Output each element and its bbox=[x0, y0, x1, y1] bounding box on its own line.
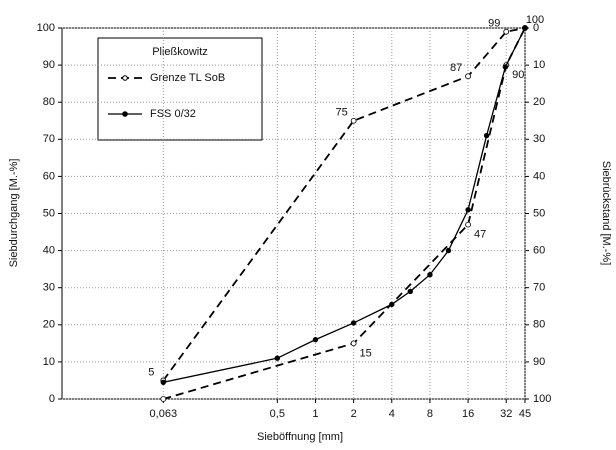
data-point bbox=[445, 247, 452, 254]
x-tick-label: 4 bbox=[389, 408, 395, 420]
x-tick-label: 0,5 bbox=[270, 408, 285, 420]
data-label: 47 bbox=[474, 229, 486, 241]
y2-tick-label: 20 bbox=[533, 96, 545, 108]
data-point bbox=[502, 64, 509, 70]
x-tick-label: 1 bbox=[312, 408, 318, 420]
series-line bbox=[163, 27, 526, 383]
y-tick-label: 60 bbox=[43, 170, 55, 182]
data-point bbox=[389, 301, 395, 308]
data-point bbox=[522, 25, 528, 31]
y-tick-label: 20 bbox=[43, 319, 55, 331]
legend-title: Pließkowitz bbox=[152, 46, 208, 58]
data-point bbox=[312, 336, 319, 343]
y2-tick-label: 70 bbox=[533, 282, 545, 294]
data-label: 5 bbox=[148, 366, 154, 378]
data-point bbox=[465, 221, 471, 228]
data-point bbox=[160, 396, 167, 402]
y-axis-label: Siebdurchgang [M.-%] bbox=[8, 159, 20, 268]
data-label: 15 bbox=[360, 347, 372, 359]
data-point bbox=[465, 207, 471, 213]
y-tick-label: 40 bbox=[43, 245, 55, 257]
y-tick-label: 100 bbox=[37, 22, 55, 34]
data-point bbox=[350, 340, 357, 347]
data-label: 75 bbox=[336, 107, 348, 119]
data-label: 99 bbox=[488, 18, 500, 30]
y2-axis-label: Siebrückstand [M.-%] bbox=[600, 161, 612, 266]
x-tick-label: 16 bbox=[462, 408, 474, 420]
y-tick-label: 70 bbox=[43, 133, 55, 145]
y-tick-label: 90 bbox=[43, 59, 55, 71]
y2-tick-label: 100 bbox=[533, 393, 551, 405]
data-point bbox=[483, 132, 490, 139]
y-tick-label: 0 bbox=[49, 393, 55, 405]
data-label: 87 bbox=[450, 62, 462, 74]
y2-tick-label: 40 bbox=[533, 170, 545, 182]
x-tick-label: 2 bbox=[351, 408, 357, 420]
y2-tick-label: 90 bbox=[533, 356, 545, 368]
y2-tick-label: 0 bbox=[533, 22, 539, 34]
y2-tick-label: 30 bbox=[533, 133, 545, 145]
y-tick-label: 10 bbox=[43, 356, 55, 368]
data-point bbox=[407, 288, 413, 295]
data-point bbox=[465, 73, 471, 80]
y2-tick-label: 80 bbox=[533, 319, 545, 331]
y2-tick-label: 50 bbox=[533, 207, 545, 219]
y2-tick-label: 60 bbox=[533, 245, 545, 257]
x-tick-label: 32 bbox=[500, 408, 512, 420]
y-tick-label: 80 bbox=[43, 96, 55, 108]
legend-marker bbox=[122, 75, 128, 81]
data-point bbox=[427, 272, 433, 278]
data-label: 90 bbox=[512, 69, 524, 81]
data-point bbox=[274, 355, 281, 361]
legend-box bbox=[97, 37, 263, 141]
y2-tick-label: 10 bbox=[533, 59, 545, 71]
legend-marker bbox=[122, 111, 128, 117]
data-label: 100 bbox=[526, 14, 544, 26]
data-point bbox=[503, 28, 510, 35]
data-point bbox=[350, 320, 357, 326]
y-tick-label: 50 bbox=[43, 207, 55, 219]
series-line bbox=[163, 27, 526, 400]
x-tick-label: 45 bbox=[519, 408, 531, 420]
x-tick-label: 8 bbox=[427, 408, 433, 420]
legend-label: Grenze TL SoB bbox=[150, 72, 225, 84]
y-tick-label: 30 bbox=[43, 282, 55, 294]
x-axis-label: Sieböffnung [mm] bbox=[257, 431, 343, 443]
data-point bbox=[160, 379, 167, 386]
x-tick-label: 0,063 bbox=[150, 408, 178, 420]
data-point bbox=[350, 117, 357, 124]
legend-label: FSS 0/32 bbox=[150, 108, 196, 120]
